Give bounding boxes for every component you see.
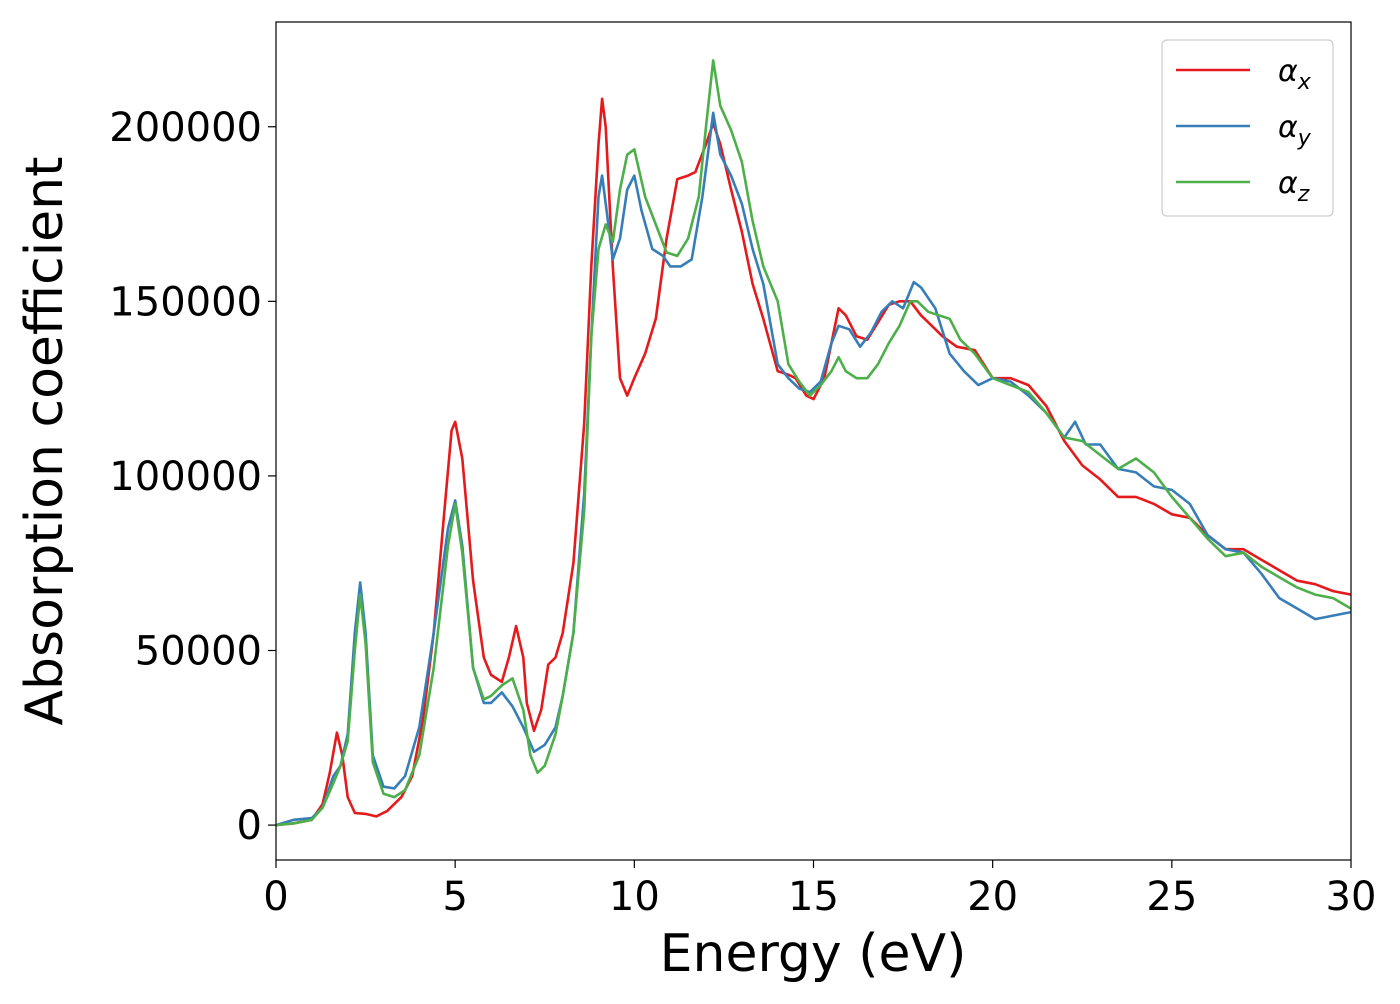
legend-symbol: α bbox=[1278, 166, 1298, 201]
legend-label-z: αz bbox=[1278, 166, 1310, 207]
y-tick-label: 200000 bbox=[109, 105, 262, 151]
x-tick-label: 20 bbox=[967, 874, 1018, 920]
legend-subscript: y bbox=[1297, 126, 1312, 151]
x-tick-label: 5 bbox=[442, 874, 467, 920]
legend-subscript: x bbox=[1297, 70, 1312, 95]
x-axis-ticks: 0 5 10 15 20 25 30 bbox=[263, 860, 1376, 920]
series-line-z bbox=[276, 59, 1351, 827]
series-line-y bbox=[276, 111, 1351, 827]
y-axis-label: Absorption coefficient bbox=[15, 156, 75, 725]
legend-label-y: αy bbox=[1278, 110, 1312, 151]
y-tick-label: 0 bbox=[237, 803, 262, 849]
x-tick-label: 10 bbox=[609, 874, 660, 920]
y-axis-ticks: 0 50000 100000 150000 200000 bbox=[109, 105, 276, 849]
series-layer bbox=[276, 59, 1351, 827]
x-axis-label: Energy (eV) bbox=[660, 924, 967, 984]
y-tick-label: 50000 bbox=[135, 629, 262, 675]
x-tick-label: 30 bbox=[1326, 874, 1377, 920]
legend-label-x: αx bbox=[1278, 54, 1312, 95]
x-tick-label: 15 bbox=[788, 874, 839, 920]
x-tick-label: 0 bbox=[263, 874, 288, 920]
legend-symbol: α bbox=[1278, 110, 1298, 145]
y-tick-label: 150000 bbox=[109, 279, 262, 325]
legend-symbol: α bbox=[1278, 54, 1298, 89]
legend-box bbox=[1161, 39, 1334, 217]
legend-subscript: z bbox=[1297, 182, 1310, 207]
x-tick-label: 25 bbox=[1146, 874, 1197, 920]
y-tick-label: 100000 bbox=[109, 454, 262, 500]
series-line-x bbox=[276, 97, 1351, 827]
